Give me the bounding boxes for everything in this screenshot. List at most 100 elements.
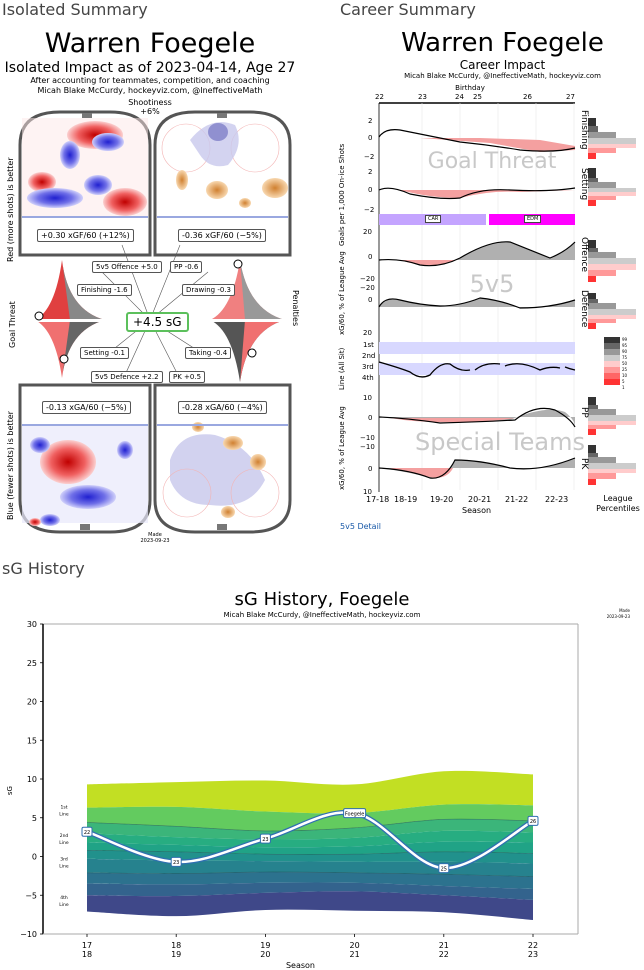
section-title-career: Career Summary <box>340 0 476 19</box>
legend-tick: 25 <box>622 367 628 372</box>
setting-panel-plot <box>378 187 576 200</box>
percentile-band <box>87 841 533 855</box>
legend-tick: 5 <box>622 379 625 384</box>
percentile-histograms <box>588 118 636 485</box>
data-point-marker <box>81 826 93 837</box>
percentile-band <box>87 891 533 921</box>
component-taking: Taking -0.4 <box>185 347 232 359</box>
birthday-tick: 26 <box>523 93 532 101</box>
y-tick: −10 <box>360 443 375 451</box>
defence-panel-plot <box>378 297 576 309</box>
legend-title-2: Percentiles <box>596 504 640 513</box>
5v5-detail-link[interactable]: 5v5 Detail <box>340 522 382 531</box>
panel-label-setting: Setting <box>579 168 589 201</box>
data-point-label: 26 <box>530 819 536 825</box>
rink-defence-5v5 <box>18 383 152 534</box>
percentile-band <box>87 871 533 890</box>
line-tier-label: 4th <box>60 895 68 901</box>
legend-tick: 50 <box>622 361 628 366</box>
line-tier-label: Line <box>59 902 69 908</box>
component-pp: PP -0.6 <box>170 261 203 273</box>
x-axis-label: Season <box>286 961 315 970</box>
y-axis-label: sG <box>6 786 14 795</box>
pp-panel-plot <box>378 407 576 428</box>
pk-panel-plot <box>378 457 576 479</box>
component-finishing: Finishing -1.6 <box>77 284 132 296</box>
5v5-watermark: 5v5 <box>470 270 515 298</box>
y-tick-label: −5 <box>25 891 37 900</box>
data-point-marker <box>438 863 450 874</box>
line-tick: 4th <box>362 374 374 382</box>
total-sg-badge: +4.5 sG <box>126 312 189 332</box>
career-subtitle: Career Impact <box>459 58 546 72</box>
data-point-marker <box>259 833 271 844</box>
line-tick: 1st <box>363 341 374 349</box>
history-made-label: Made <box>619 608 630 613</box>
panel-label-pp: PP <box>579 407 589 418</box>
penalties-label: Penalties <box>291 290 300 327</box>
penalties-distribution <box>210 259 285 382</box>
season-tick: 18-19 <box>394 495 418 504</box>
section-title-isolated: Isolated Summary <box>2 0 148 19</box>
percentile-band <box>87 804 533 831</box>
percentile-legend-swatches <box>604 337 620 385</box>
component-spokes <box>99 244 209 376</box>
line-boundary <box>86 850 534 855</box>
xg-axis-label-5v5: xG/60, % of League Avg <box>338 251 346 335</box>
y-tick: −2 <box>364 153 375 161</box>
legend-tick: 75 <box>622 355 628 360</box>
xg-axis-label-st: xG/60, % of League Avg <box>338 406 346 490</box>
y-tick: −10 <box>360 434 375 442</box>
rink-maps <box>18 110 292 534</box>
data-point-label: 23 <box>262 837 268 843</box>
y-tick: 0 <box>368 414 373 422</box>
line-panel-plot <box>378 342 576 378</box>
goal-threat-distribution <box>34 260 105 378</box>
y-tick-label: −10 <box>20 930 37 939</box>
component-drawing: Drawing -0.3 <box>182 284 235 296</box>
birthday-tick: 27 <box>566 93 575 101</box>
finishing-panel-plot <box>378 129 576 152</box>
line-tier-label: 1st <box>61 804 68 810</box>
line-tier-label: 3rd <box>60 856 68 862</box>
line-boundary <box>86 871 534 877</box>
x-tick-label: 17 <box>82 941 92 950</box>
legend-tick: 99 <box>622 337 628 342</box>
line-boundary <box>86 818 534 832</box>
y-tick: 0 <box>368 296 373 304</box>
team-label-car: CAR <box>425 215 442 223</box>
defence-axis-label: Blue (fewer shots) is better <box>6 411 15 520</box>
line-tick: 2nd <box>362 352 376 360</box>
isolated-subtitle: Isolated Impact as of 2023-04-14, Age 27 <box>4 60 296 76</box>
y-tick: 20 <box>363 329 372 337</box>
data-point-label: 23 <box>173 860 179 866</box>
y-tick: −20 <box>360 275 375 283</box>
percentile-band <box>87 830 533 848</box>
data-point-label: 25 <box>441 866 447 872</box>
season-tick: 20-21 <box>468 495 492 504</box>
rink-defence-pk <box>153 383 292 534</box>
rink-offence-pp <box>153 110 292 257</box>
goal-threat-watermark: Goal Threat <box>428 149 557 174</box>
y-tick: 10 <box>363 394 372 402</box>
defence-5v5-value: -0.13 xGA/60 (−5%) <box>42 401 131 414</box>
isolated-made-label: Made <box>148 532 162 538</box>
history-title: sG History, Foegele <box>234 589 410 610</box>
season-tick: 17-18 <box>366 495 390 504</box>
section-title-history: sG History <box>2 559 85 578</box>
panel-label-finishing: Finishing <box>579 110 589 150</box>
component-pk: PK +0.5 <box>169 371 206 383</box>
y-tick-label: 5 <box>32 814 37 823</box>
isolated-made-date: 2023-09-23 <box>140 538 170 544</box>
y-tick: 2 <box>368 168 373 176</box>
shootiness-value: +6% <box>140 107 160 116</box>
birthday-tick: 22 <box>375 93 384 101</box>
team-label-edm: EDM <box>524 215 542 223</box>
y-tick: 0 <box>368 186 373 194</box>
data-point-label: 22 <box>84 830 90 836</box>
y-tick-label: 20 <box>27 698 37 707</box>
x-tick-label: 23 <box>528 950 538 959</box>
birthday-tick: 25 <box>473 93 482 101</box>
y-tick: 2 <box>368 117 373 125</box>
y-tick: 0 <box>368 253 373 261</box>
